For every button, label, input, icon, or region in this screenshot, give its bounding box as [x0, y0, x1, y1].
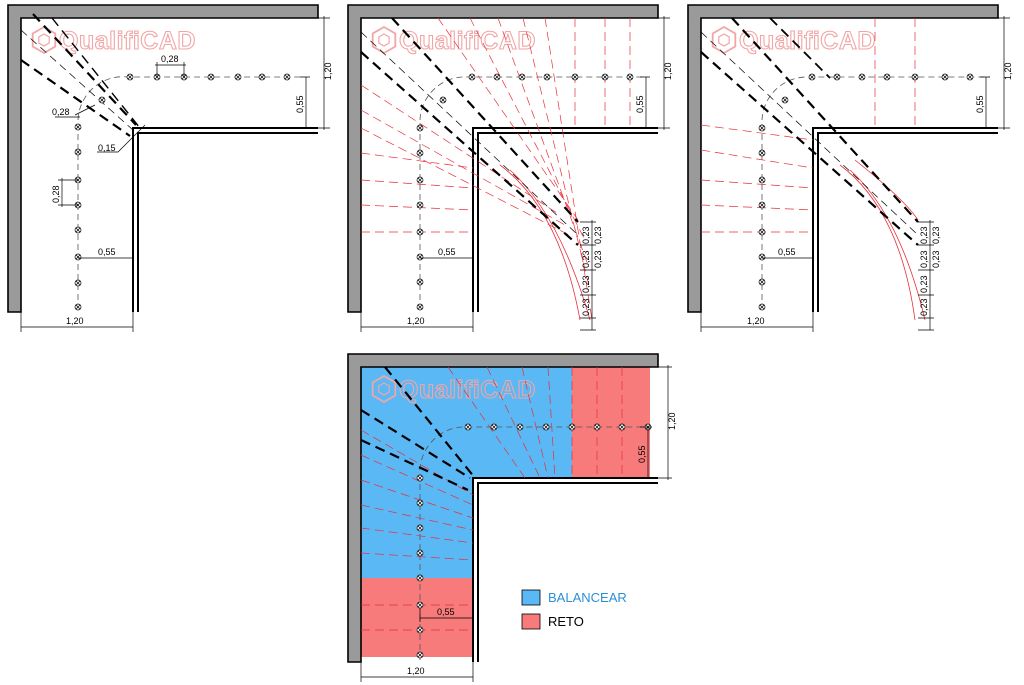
svg-text:0,23: 0,23 [919, 298, 929, 316]
svg-text:0,23: 0,23 [581, 275, 591, 293]
svg-text:0,23: 0,23 [931, 250, 941, 268]
svg-text:1,20: 1,20 [407, 666, 425, 676]
svg-text:0,55: 0,55 [438, 247, 456, 257]
outer-wall [7, 4, 319, 313]
panel-4: QualifiCAD [347, 353, 677, 682]
svg-text:0,23: 0,23 [593, 250, 603, 268]
svg-text:0,55: 0,55 [975, 95, 985, 113]
legend-swatch-balancear [521, 589, 541, 606]
step-dimension-column: 0,23 0,23 0,23 0,23 0,23 0,23 [580, 220, 603, 331]
svg-text:0,23: 0,23 [581, 226, 591, 244]
walk-line [77, 76, 300, 310]
svg-text:1,20: 1,20 [1003, 62, 1013, 80]
reto-zone-bottom [361, 578, 473, 657]
svg-text:0,23: 0,23 [581, 250, 591, 268]
dim-tread-diag: 0,28 [52, 107, 70, 117]
svg-text:QualifiCAD: QualifiCAD [399, 27, 536, 55]
svg-text:0,55: 0,55 [635, 95, 645, 113]
svg-text:0,23: 0,23 [931, 226, 941, 244]
svg-text:QualifiCAD: QualifiCAD [59, 27, 196, 55]
legend: BALANCEAR RETO [521, 589, 627, 630]
svg-text:1,20: 1,20 [747, 316, 765, 326]
dim-tread-top: 0,28 [161, 54, 179, 64]
dim-width-right: 1,20 [323, 62, 333, 80]
panel-2: QualifiCAD [347, 4, 673, 332]
reto-zone-top [572, 367, 650, 478]
svg-text:0,23: 0,23 [919, 275, 929, 293]
logo-watermark: QualifiCAD [31, 26, 196, 56]
balancear-zone [361, 367, 572, 578]
svg-text:0,23: 0,23 [919, 226, 929, 244]
svg-text:0,55: 0,55 [778, 247, 796, 257]
svg-text:QualifiCAD: QualifiCAD [399, 376, 536, 404]
svg-text:0,23: 0,23 [593, 226, 603, 244]
logo-watermark: QualifiCAD [371, 375, 536, 405]
construction-lines [360, 366, 623, 631]
legend-swatch-reto [521, 613, 541, 630]
svg-text:QualifiCAD: QualifiCAD [739, 27, 876, 55]
construction-lines [360, 17, 631, 321]
legend-label-reto: RETO [548, 614, 584, 629]
step-marks-left [74, 96, 106, 311]
logo-watermark: QualifiCAD [711, 26, 876, 56]
svg-text:0,23: 0,23 [919, 250, 929, 268]
legend-label-balancear: BALANCEAR [548, 590, 627, 605]
dim-offset-corner: 0,15 [98, 143, 116, 153]
step-marks [758, 73, 974, 311]
dim-walkline-bottom: 0,55 [98, 247, 116, 257]
dim-width-bottom: 1,20 [66, 316, 84, 326]
svg-text:1,20: 1,20 [663, 62, 673, 80]
svg-text:0,23: 0,23 [581, 298, 591, 316]
dim-tread-left: 0,28 [51, 185, 61, 203]
dim-walkline-right: 0,55 [295, 95, 305, 113]
panel-3: QualifiCAD [687, 4, 1013, 332]
svg-text:1,20: 1,20 [407, 316, 425, 326]
logo-watermark: QualifiCAD [371, 26, 536, 56]
construction-lines [700, 18, 926, 321]
step-marks [416, 73, 634, 311]
svg-text:0,55: 0,55 [637, 445, 647, 463]
inner-wall [132, 127, 318, 312]
svg-text:0,55: 0,55 [437, 607, 455, 617]
svg-text:1,20: 1,20 [667, 412, 677, 430]
panel-1: QualifiCAD 0,28 0,28 0,15 [7, 4, 333, 332]
step-dimension-column: 0,23 0,23 0,23 0,23 0,23 0,23 [918, 220, 941, 331]
